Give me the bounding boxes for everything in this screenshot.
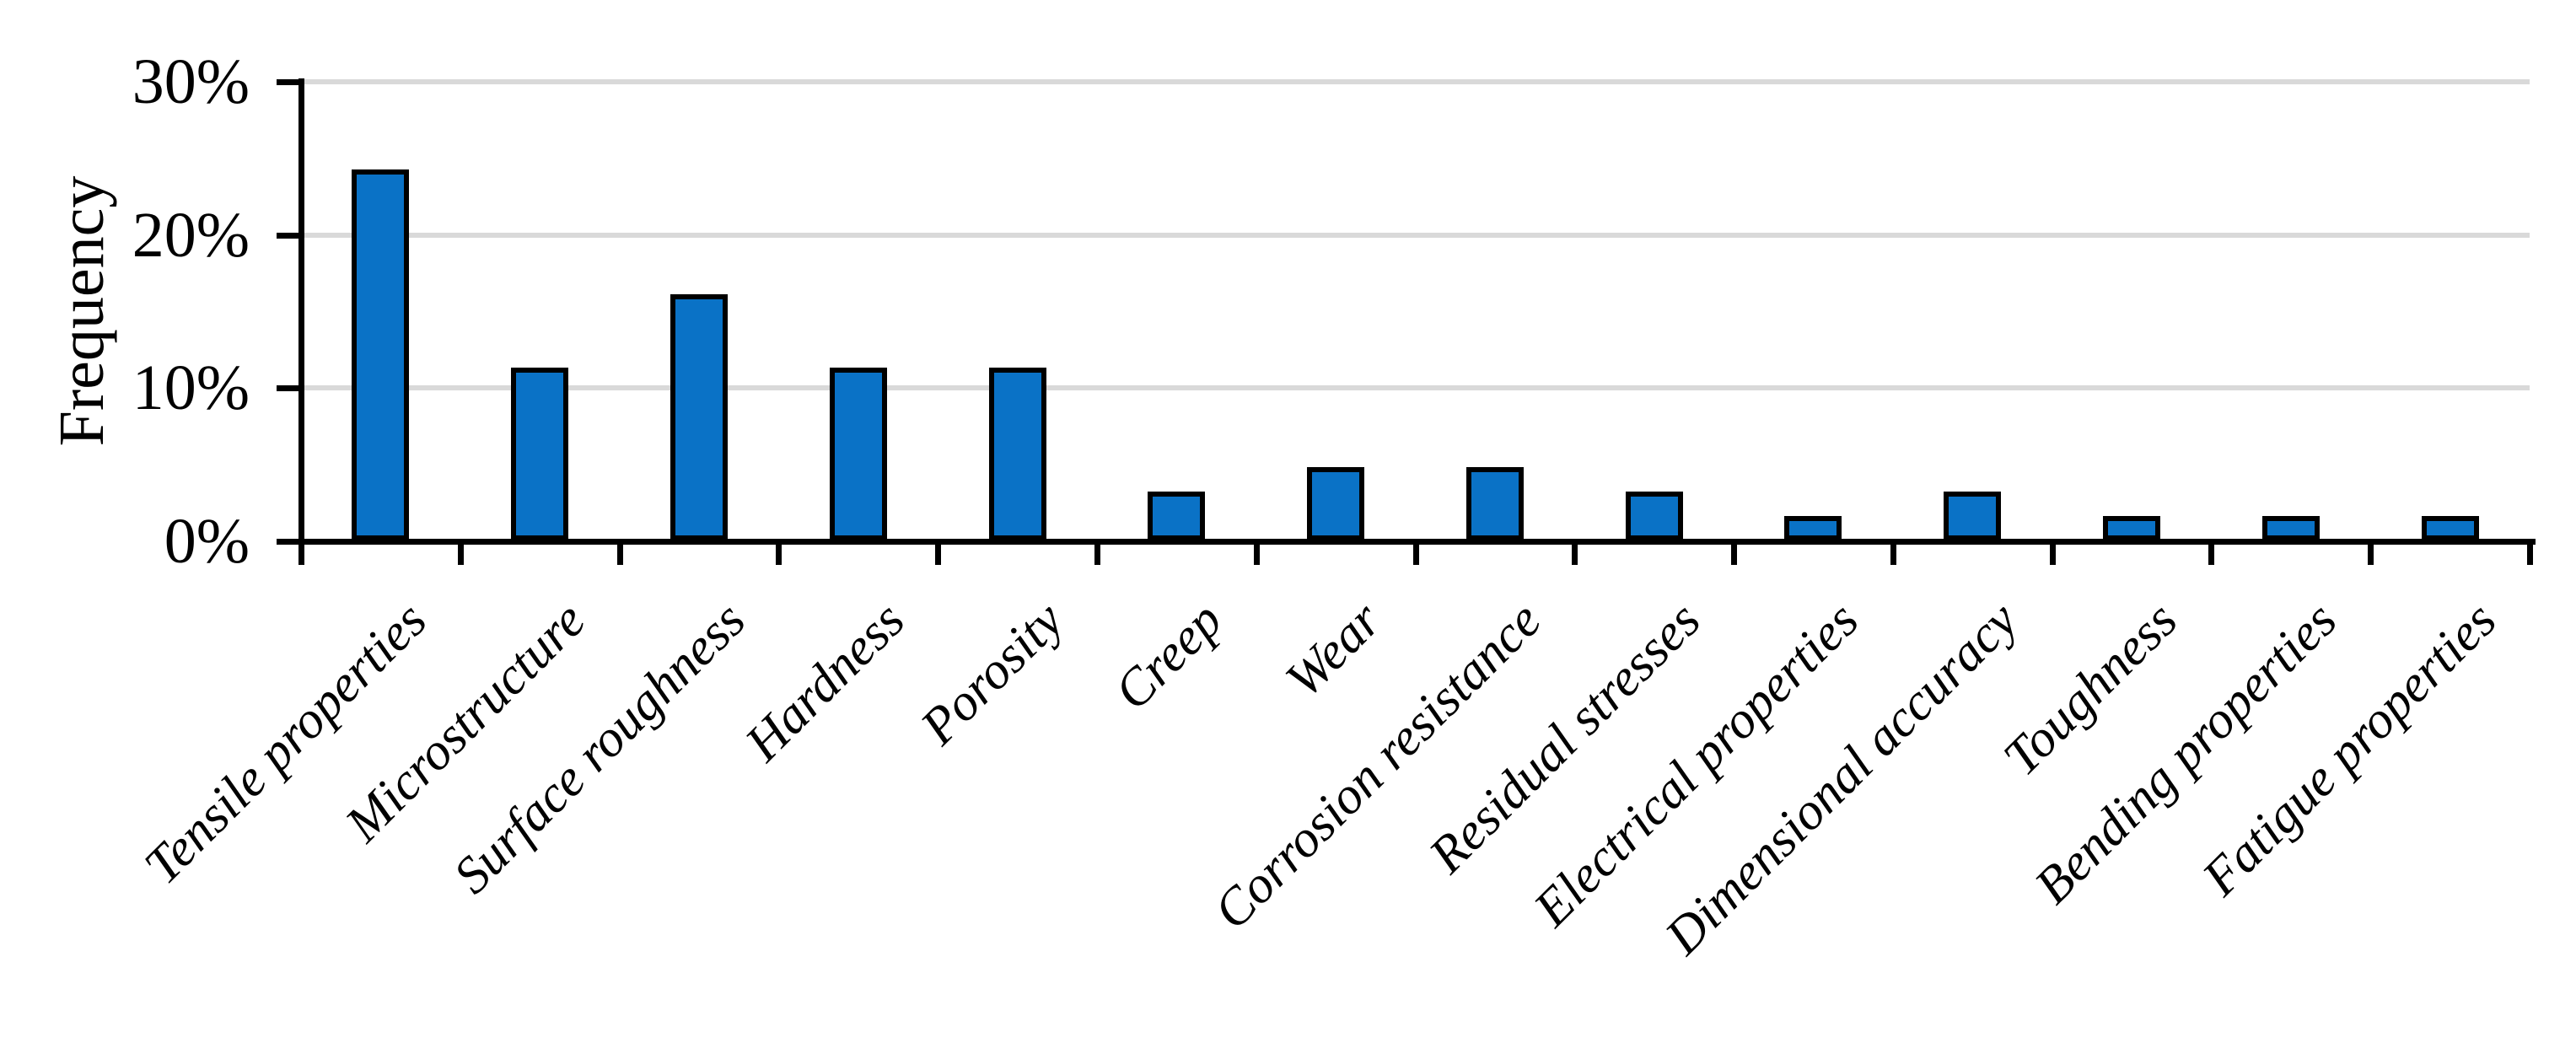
x-label-creep: Creep <box>1103 591 1234 721</box>
bar-creep <box>1148 492 1205 540</box>
bar-residual-stresses <box>1626 492 1683 540</box>
bar-fatigue-properties <box>2422 516 2479 540</box>
y-tick-20% <box>277 233 302 239</box>
y-tick-label-0%: 0% <box>164 506 250 577</box>
x-tick-14 <box>2527 541 2533 565</box>
y-tick-label-20%: 20% <box>132 200 250 271</box>
bar-bending-properties <box>2262 516 2320 540</box>
y-axis-line <box>298 78 304 547</box>
y-tick-30% <box>277 79 302 85</box>
y-tick-10% <box>277 385 302 391</box>
y-axis-title: Frequency <box>46 175 117 447</box>
x-label-bending-properties: Bending properties <box>2024 591 2348 916</box>
bar-surface-roughness <box>670 294 728 540</box>
x-axis-line <box>277 539 2536 545</box>
bar-toughness <box>2103 516 2160 540</box>
x-tick-12 <box>2208 541 2214 565</box>
y-tick-label-10%: 10% <box>132 352 250 423</box>
x-tick-2 <box>617 541 623 565</box>
y-tick-label-30%: 30% <box>132 46 250 117</box>
bar-wear <box>1307 467 1364 540</box>
x-label-hardness: Hardness <box>734 591 916 772</box>
gridline-20% <box>304 233 2530 238</box>
x-label-porosity: Porosity <box>910 591 1075 756</box>
bar-hardness <box>830 368 887 540</box>
bar-corrosion-resistance <box>1466 467 1524 540</box>
gridline-30% <box>304 79 2530 84</box>
x-tick-5 <box>1094 541 1100 565</box>
x-tick-8 <box>1572 541 1578 565</box>
x-tick-0 <box>298 541 304 565</box>
gridline-10% <box>304 385 2530 390</box>
bar-tensile-properties <box>352 169 409 540</box>
x-tick-1 <box>458 541 464 565</box>
x-label-wear: Wear <box>1275 591 1393 709</box>
bar-electrical-properties <box>1784 516 1842 540</box>
x-tick-4 <box>935 541 941 565</box>
x-label-residual-stresses: Residual stresses <box>1418 591 1712 884</box>
x-label-tensile-properties: Tensile properties <box>133 591 438 895</box>
x-tick-11 <box>2050 541 2056 565</box>
x-tick-9 <box>1731 541 1737 565</box>
x-tick-3 <box>776 541 782 565</box>
x-tick-10 <box>1890 541 1896 565</box>
x-tick-13 <box>2368 541 2374 565</box>
bar-dimensional-accuracy <box>1944 492 2001 540</box>
x-label-surface-roughness: Surface roughness <box>442 591 756 905</box>
x-tick-7 <box>1413 541 1419 565</box>
bar-microstructure <box>511 368 568 540</box>
x-label-fatigue-properties: Fatigue properties <box>2191 591 2508 907</box>
y-tick-0% <box>277 539 302 545</box>
bar-porosity <box>989 368 1046 540</box>
x-tick-6 <box>1254 541 1260 565</box>
